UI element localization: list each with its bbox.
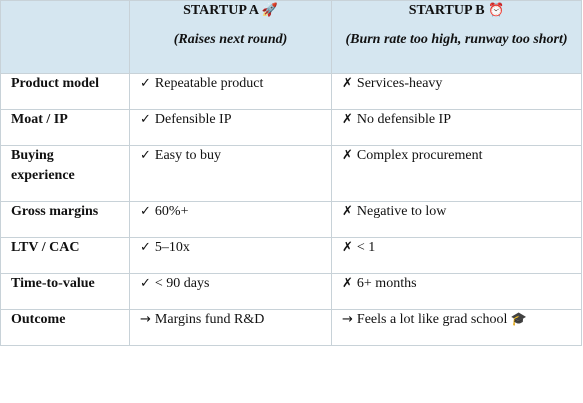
startup-b-title: STARTUP B <box>408 3 485 18</box>
startup-a-cell: ✓ Defensible IP <box>129 109 332 146</box>
header-corner-cell <box>0 0 130 74</box>
startup-b-cell: → Feels a lot like grad school 🎓 <box>331 309 582 346</box>
cell-text: < 1 <box>356 240 376 255</box>
check-icon: ✓ <box>140 276 151 291</box>
cross-icon: ✗ <box>342 76 353 91</box>
cross-icon: ✗ <box>342 240 353 255</box>
cell-text: Defensible IP <box>154 112 232 127</box>
check-icon: ✓ <box>140 76 151 91</box>
table-row: Product model ✓ Repeatable product ✗ Servi… <box>0 73 582 110</box>
cross-icon: ✗ <box>342 204 353 219</box>
startup-b-cell: ✗ 6+ months <box>331 273 582 310</box>
row-label: Outcome <box>0 309 130 346</box>
cell-text: Complex procurement <box>356 148 483 163</box>
arrow-right-icon: → <box>140 312 151 327</box>
check-icon: ✓ <box>140 204 151 219</box>
table-row: LTV / CAC ✓ 5–10x ✗ < 1 <box>0 237 582 274</box>
cross-icon: ✗ <box>342 148 353 163</box>
startup-a-cell: ✓ Repeatable product <box>129 73 332 110</box>
startup-a-cell: → Margins fund R&D <box>129 309 332 346</box>
row-label: Buying experience <box>0 145 130 202</box>
cell-text: < 90 days <box>154 276 210 291</box>
rocket-icon: 🚀 <box>261 3 278 18</box>
table-row: Moat / IP ✓ Defensible IP ✗ No defensible … <box>0 109 582 146</box>
graduation-cap-icon: 🎓 <box>510 312 528 327</box>
table-row: Buying experience ✓ Easy to buy ✗ Complex … <box>0 145 582 202</box>
cell-text: Margins fund R&D <box>154 312 265 327</box>
header-row: STARTUP A 🚀 (Raises next round) STARTUP … <box>0 0 582 74</box>
row-label: Time-to-value <box>0 273 130 310</box>
startup-a-subtitle: (Raises next round) <box>173 32 288 47</box>
table-row: Outcome → Margins fund R&D → Feels a lot l… <box>0 309 582 346</box>
startup-a-cell: ✓ Easy to buy <box>129 145 332 202</box>
row-label: Moat / IP <box>0 109 130 146</box>
cross-icon: ✗ <box>342 276 353 291</box>
cell-text: 60%+ <box>154 204 189 219</box>
startup-a-title: STARTUP A <box>183 3 259 18</box>
cross-icon: ✗ <box>342 112 353 127</box>
startup-b-cell: ✗ < 1 <box>331 237 582 274</box>
cell-text: Easy to buy <box>154 148 222 163</box>
check-icon: ✓ <box>140 112 151 127</box>
comparison-table: STARTUP A 🚀 (Raises next round) STARTUP … <box>0 0 582 346</box>
check-icon: ✓ <box>140 148 151 163</box>
cell-text: Repeatable product <box>154 76 264 91</box>
startup-b-cell: ✗ Negative to low <box>331 201 582 238</box>
cell-text: No defensible IP <box>356 112 451 127</box>
row-label: Gross margins <box>0 201 130 238</box>
startup-b-cell: ✗ Services-heavy <box>331 73 582 110</box>
arrow-right-icon: → <box>342 312 353 327</box>
table-row: Time-to-value ✓ < 90 days ✗ 6+ months <box>0 273 582 310</box>
check-icon: ✓ <box>140 240 151 255</box>
alarm-clock-icon: ⏰ <box>488 3 505 18</box>
startup-a-cell: ✓ 60%+ <box>129 201 332 238</box>
cell-text: Negative to low <box>356 204 447 219</box>
cell-text: 6+ months <box>356 276 417 291</box>
startup-a-cell: ✓ 5–10x <box>129 237 332 274</box>
startup-b-cell: ✗ Complex procurement <box>331 145 582 202</box>
cell-text: 5–10x <box>154 240 190 255</box>
header-startup-a: STARTUP A 🚀 (Raises next round) <box>129 0 332 74</box>
row-label: LTV / CAC <box>0 237 130 274</box>
row-label: Product model <box>0 73 130 110</box>
table-row: Gross margins ✓ 60%+ ✗ Negative to low <box>0 201 582 238</box>
startup-a-cell: ✓ < 90 days <box>129 273 332 310</box>
cell-text: Services-heavy <box>356 76 443 91</box>
startup-b-subtitle: (Burn rate too high, runway too short) <box>345 32 568 47</box>
startup-b-cell: ✗ No defensible IP <box>331 109 582 146</box>
cell-text: Feels a lot like grad school <box>356 312 508 327</box>
header-startup-b: STARTUP B ⏰ (Burn rate too high, runway … <box>331 0 582 74</box>
